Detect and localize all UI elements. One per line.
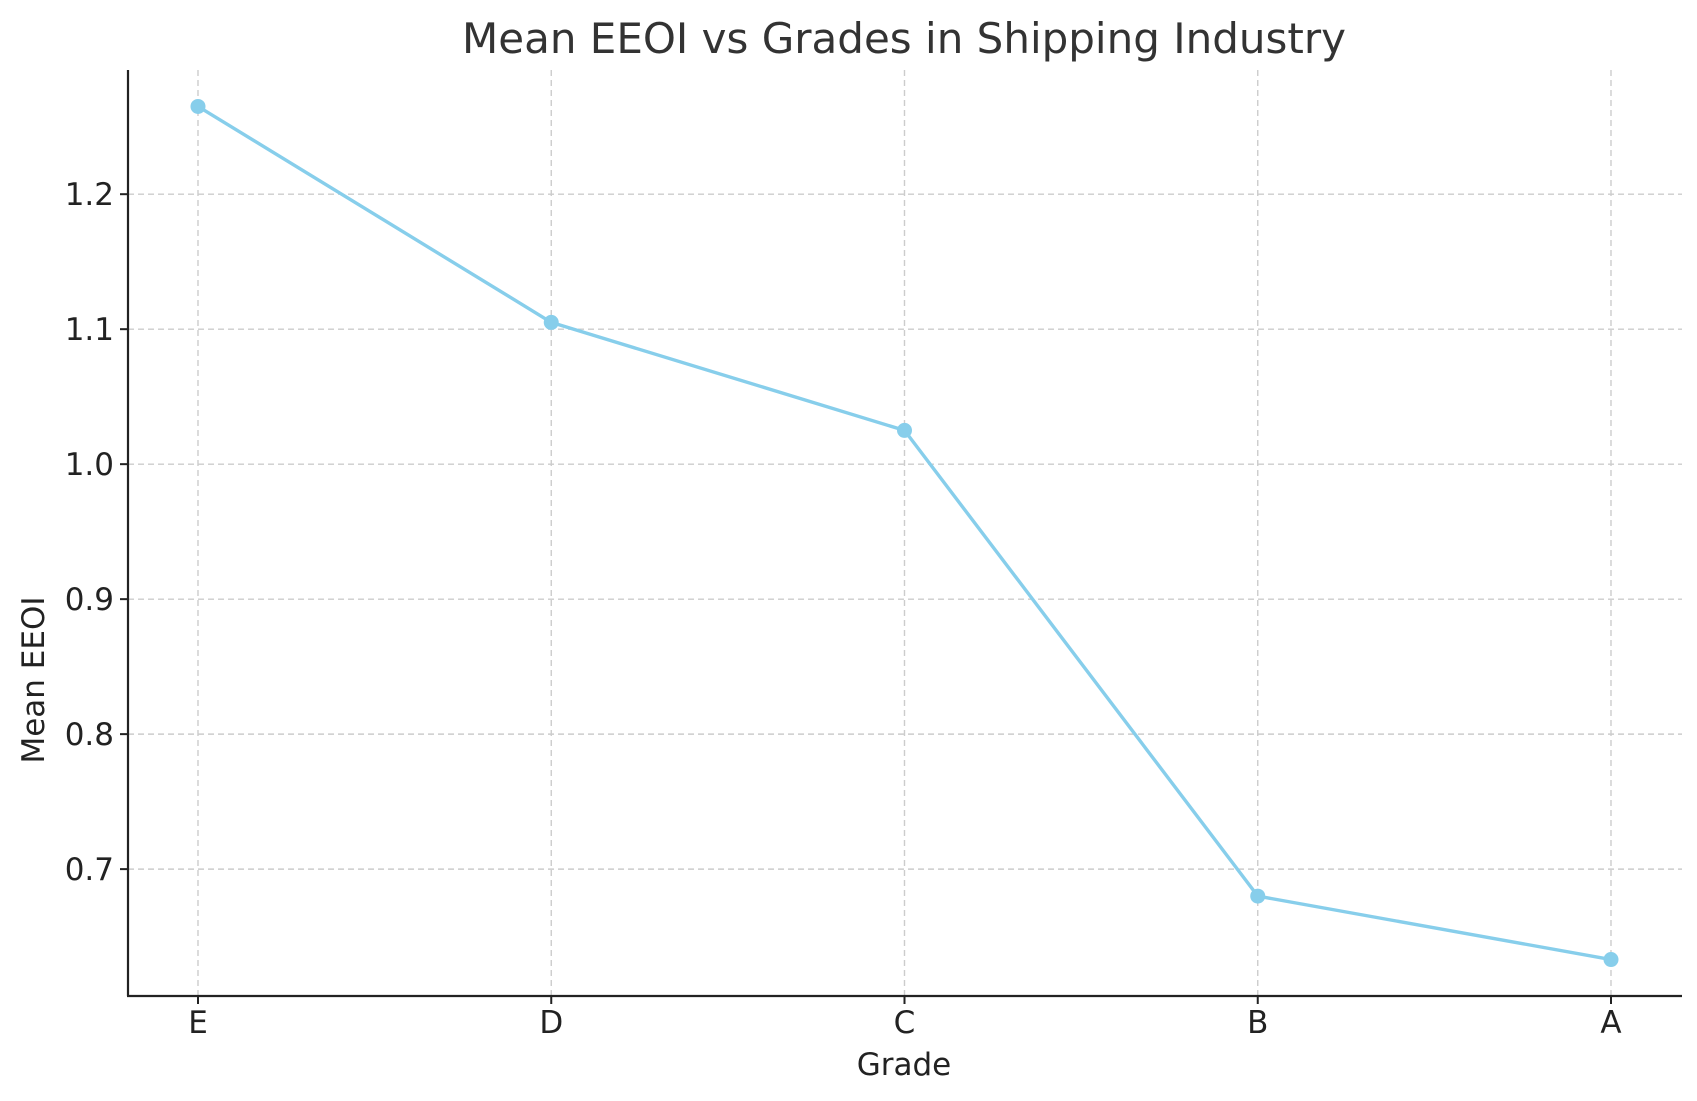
ticks: E D C B A 0.7 0.8 0.9 1.0 1.1 1.2: [65, 177, 1622, 1041]
y-tick-label: 1.0: [65, 447, 114, 483]
series: [190, 98, 1619, 968]
data-point-A: [1603, 952, 1619, 968]
data-point-C: [897, 422, 912, 438]
data-point-B: [1250, 888, 1266, 904]
x-tick-label: A: [1600, 1005, 1621, 1041]
y-tick-label: 1.1: [65, 312, 114, 348]
data-point-E: [190, 98, 206, 114]
grid: [128, 70, 1682, 996]
chart-title: Mean EEOI vs Grades in Shipping Industry: [462, 14, 1346, 63]
x-axis-label: Grade: [857, 1047, 952, 1083]
x-tick-label: D: [539, 1005, 563, 1041]
data-point-D: [543, 314, 559, 330]
y-tick-label: 1.2: [65, 177, 114, 213]
x-tick-label: E: [188, 1005, 208, 1041]
x-tick-label: C: [894, 1005, 916, 1041]
y-tick-label: 0.7: [65, 852, 114, 888]
x-tick-label: B: [1247, 1005, 1268, 1041]
y-tick-label: 0.9: [65, 582, 114, 618]
y-tick-label: 0.8: [65, 717, 114, 753]
y-axis-label: Mean EEOI: [16, 596, 52, 763]
